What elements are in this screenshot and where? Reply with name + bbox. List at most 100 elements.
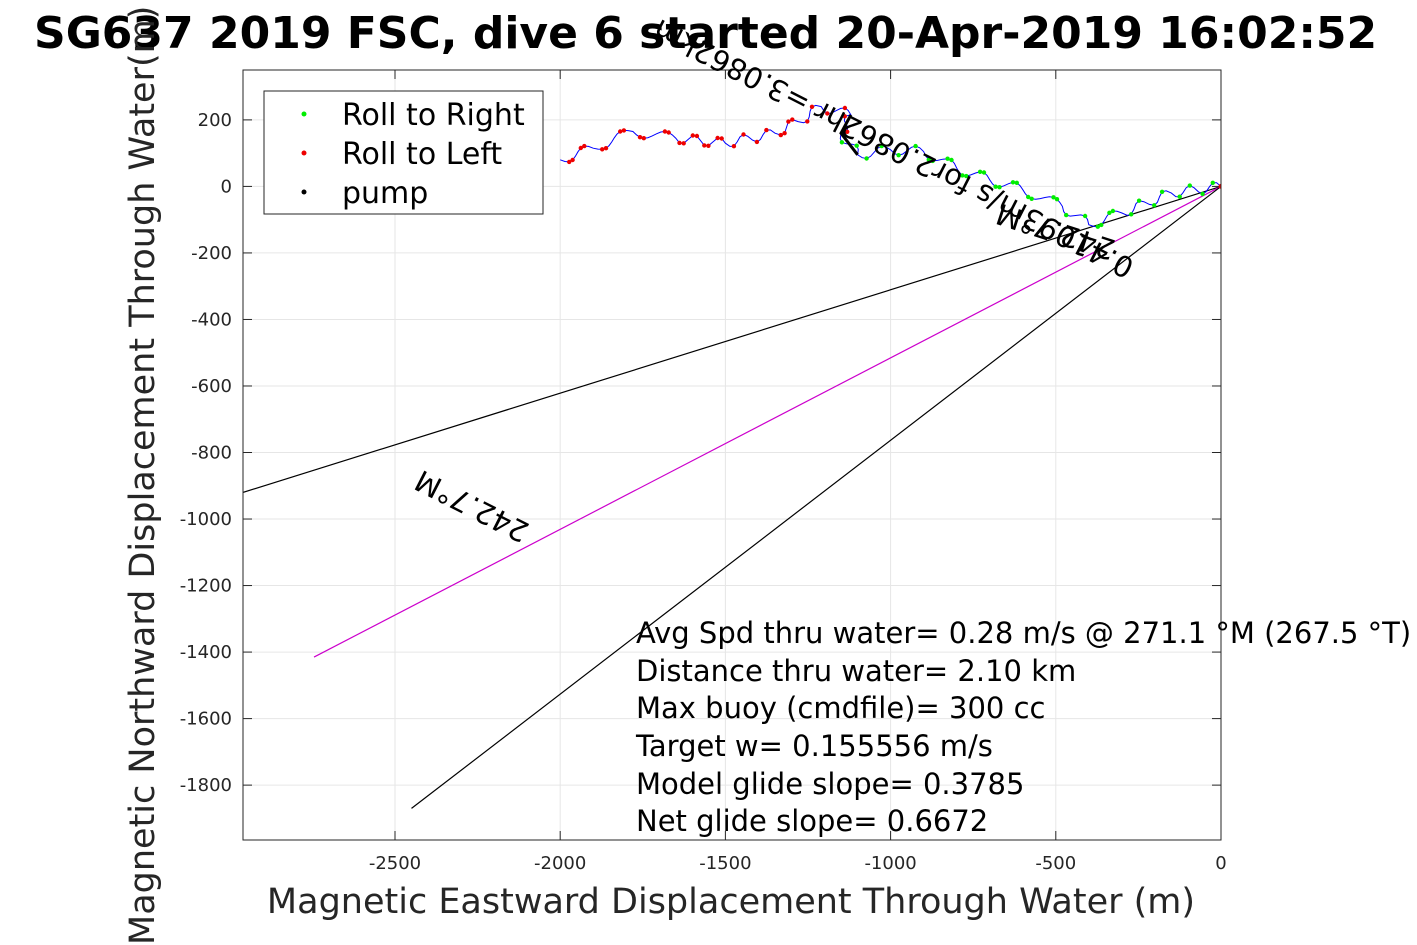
roll-marker: [854, 143, 859, 148]
roll-marker: [1095, 224, 1101, 229]
roll-marker: [842, 114, 847, 119]
roll-marker: [702, 143, 707, 148]
roll-marker: [1064, 212, 1069, 218]
surface-point: [1218, 183, 1221, 189]
roll-marker: [1010, 180, 1016, 185]
avg-speed-text: Avg Spd thru water= 0.28 m/s @ 271.1 °M …: [636, 616, 1411, 650]
legend-label-roll-left: Roll to Left: [342, 137, 502, 172]
roll-marker: [977, 169, 983, 174]
roll-marker: [1159, 189, 1165, 194]
roll-marker: [1029, 196, 1034, 201]
roll-marker: [981, 170, 987, 175]
roll-marker: [1187, 183, 1193, 188]
x-tick-label: 0: [1215, 853, 1226, 874]
roll-marker: [641, 136, 646, 141]
x-tick-label: -1000: [864, 853, 916, 874]
legend: Roll to Right Roll to Left pump: [263, 90, 544, 215]
y-tick-label: 200: [198, 110, 232, 131]
roll-marker: [582, 143, 587, 149]
roll-marker: [677, 140, 682, 146]
roll-marker: [567, 159, 572, 165]
axis-ticks: -2500 -2000 -1500 -1000 -500 0 200 0 -200 -400 -60…: [180, 70, 1227, 874]
target-w-text: Target w= 0.155556 m/s: [635, 729, 993, 763]
roll-marker: [839, 140, 845, 145]
roll-marker: [879, 143, 884, 149]
roll-marker: [825, 111, 830, 116]
roll-marker: [1177, 194, 1182, 199]
roll-marker: [690, 133, 695, 138]
roll-marker: [1210, 180, 1216, 185]
roll-marker: [666, 130, 671, 135]
roll-marker: [864, 156, 869, 161]
pump-segment: [839, 114, 859, 156]
legend-marker-roll-right: [301, 111, 307, 117]
y-tick-label: -1000: [180, 509, 232, 530]
stats-annotation: Avg Spd thru water= 0.28 m/s @ 271.1 °M …: [635, 616, 1411, 838]
roll-marker: [1200, 191, 1205, 197]
roll-marker: [842, 105, 848, 111]
roll-marker: [896, 153, 901, 158]
roll-marker: [1107, 210, 1112, 215]
legend-marker-pump: [301, 189, 307, 195]
roll-marker: [1082, 213, 1088, 219]
roll-marker: [603, 146, 609, 151]
roll-marker: [570, 157, 575, 163]
distance-text: Distance thru water= 2.10 km: [636, 654, 1076, 688]
y-tick-label: -1400: [180, 642, 232, 663]
roll-marker: [719, 136, 724, 141]
range-line: [411, 185, 1221, 809]
roll-marker: [578, 145, 583, 151]
roll-marker: [786, 119, 791, 124]
x-axis-label: Magnetic Eastward Displacement Through W…: [267, 882, 1195, 922]
roll-marker: [600, 147, 605, 152]
roll-marker: [778, 132, 783, 138]
dive-track-line: [560, 104, 1221, 228]
legend-label-pump: pump: [342, 176, 428, 211]
range-lines: [243, 185, 1221, 809]
y-tick-label: -1200: [180, 576, 232, 597]
range-line: [313, 185, 1221, 658]
dive-track: [560, 104, 1221, 229]
roll-marker: [993, 184, 998, 189]
roll-marker: [764, 127, 769, 133]
roll-marker: [1136, 198, 1142, 203]
roll-marker: [809, 104, 815, 110]
roll-marker: [949, 157, 954, 163]
roll-marker: [618, 129, 623, 134]
roll-marker: [782, 131, 787, 136]
roll-marker: [960, 173, 965, 178]
y-axis-label: Magnetic Northward Displacement Through …: [123, 6, 163, 945]
roll-marker: [997, 185, 1002, 190]
roll-marker: [845, 129, 850, 134]
x-tick-label: -1500: [699, 853, 751, 874]
roll-marker: [706, 143, 711, 148]
legend-marker-roll-left: [301, 150, 307, 156]
roll-marker: [1026, 194, 1031, 200]
roll-marker: [662, 129, 668, 134]
y-tick-label: 0: [221, 176, 232, 197]
y-tick-label: -400: [191, 309, 232, 330]
range-line: [243, 185, 1221, 493]
roll-marker: [1014, 180, 1019, 185]
roll-marker: [1129, 212, 1134, 217]
roll-marker: [731, 144, 737, 149]
roll-marker: [805, 119, 810, 124]
roll-marker: [694, 133, 700, 139]
roll-marker: [637, 135, 643, 140]
roll-marker: [754, 139, 760, 145]
roll-marker: [715, 135, 720, 141]
y-tick-label: -1600: [180, 709, 232, 730]
roll-marker: [930, 158, 935, 164]
roll-marker: [790, 117, 795, 122]
roll-marker: [913, 143, 918, 149]
net-glide-text: Net glide slope= 0.6672: [636, 804, 988, 838]
roll-marker: [1152, 203, 1157, 208]
roll-marker: [621, 128, 627, 133]
y-tick-label: -800: [191, 443, 232, 464]
y-tick-label: -200: [191, 243, 232, 264]
legend-label-roll-right: Roll to Right: [342, 98, 525, 133]
roll-marker: [964, 173, 969, 179]
x-tick-label: -2500: [369, 853, 421, 874]
y-tick-label: -1800: [180, 775, 232, 796]
